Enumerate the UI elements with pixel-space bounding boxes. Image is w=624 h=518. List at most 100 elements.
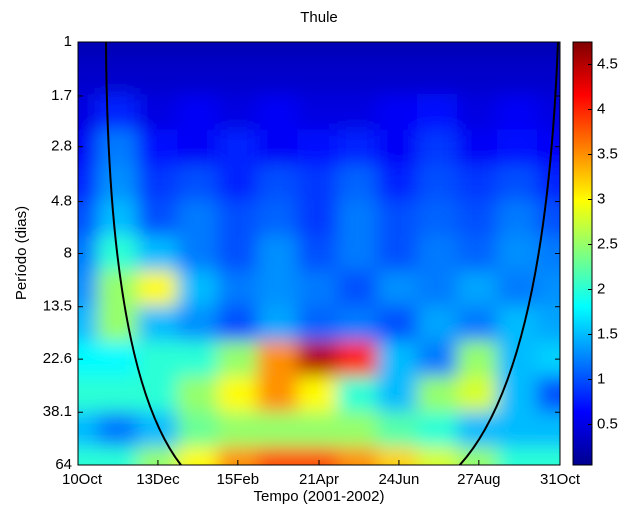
colorbar-tick-label: 0.5 bbox=[597, 415, 618, 432]
cell bbox=[137, 446, 179, 465]
cell bbox=[257, 376, 299, 413]
cell bbox=[97, 58, 139, 96]
y-tick-label: 1 bbox=[64, 33, 72, 50]
cell bbox=[97, 129, 139, 166]
cell bbox=[257, 270, 299, 307]
cell bbox=[257, 164, 299, 202]
x-tick-label: 31Oct bbox=[540, 471, 581, 488]
cell bbox=[257, 200, 299, 237]
cell bbox=[417, 164, 459, 202]
cell bbox=[177, 129, 219, 166]
cell bbox=[417, 200, 459, 237]
cell bbox=[497, 42, 539, 60]
cell bbox=[177, 200, 219, 237]
cell bbox=[78, 411, 99, 448]
colorbar-tick-label: 2.5 bbox=[597, 235, 618, 252]
cell bbox=[137, 305, 179, 343]
cell bbox=[377, 235, 419, 272]
cell bbox=[297, 42, 339, 60]
cell bbox=[337, 341, 379, 378]
cell bbox=[217, 270, 259, 307]
cell bbox=[377, 58, 419, 96]
cell bbox=[137, 270, 179, 307]
cell bbox=[177, 341, 219, 378]
y-tick-label: 8 bbox=[64, 244, 72, 261]
cell bbox=[497, 446, 539, 465]
cell bbox=[97, 200, 139, 237]
cell bbox=[177, 42, 219, 60]
cell bbox=[217, 94, 259, 131]
cell bbox=[337, 200, 379, 237]
cell bbox=[97, 341, 139, 378]
cell bbox=[78, 164, 99, 202]
cell bbox=[217, 42, 259, 60]
cell bbox=[78, 305, 99, 343]
cell bbox=[377, 42, 419, 60]
cell bbox=[417, 305, 459, 343]
cell bbox=[177, 94, 219, 131]
cell bbox=[137, 411, 179, 448]
colorbar-tick-label: 1 bbox=[597, 370, 605, 387]
cell bbox=[78, 129, 99, 166]
colorbar-tick-label: 3 bbox=[597, 190, 605, 207]
cell bbox=[457, 446, 499, 465]
cell bbox=[177, 411, 219, 448]
cell bbox=[497, 129, 539, 166]
cell bbox=[377, 164, 419, 202]
cell bbox=[457, 129, 499, 166]
cell bbox=[537, 42, 560, 60]
cell bbox=[417, 270, 459, 307]
x-tick-label: 24Jun bbox=[378, 471, 419, 488]
cell bbox=[257, 235, 299, 272]
cell bbox=[537, 94, 560, 131]
cell bbox=[497, 235, 539, 272]
cell bbox=[457, 376, 499, 413]
cell bbox=[457, 270, 499, 307]
cell bbox=[497, 376, 539, 413]
cell bbox=[537, 164, 560, 202]
cell bbox=[137, 129, 179, 166]
cell bbox=[97, 376, 139, 413]
cell bbox=[257, 94, 299, 131]
cell bbox=[377, 411, 419, 448]
cell bbox=[337, 58, 379, 96]
cell bbox=[257, 341, 299, 378]
cell bbox=[417, 446, 459, 465]
y-tick-label: 13.5 bbox=[43, 298, 72, 315]
colorbar-tick-label: 2 bbox=[597, 280, 605, 297]
cell bbox=[297, 446, 339, 465]
cell bbox=[137, 341, 179, 378]
cell bbox=[377, 446, 419, 465]
y-tick-label: 2.8 bbox=[51, 138, 72, 155]
cell bbox=[217, 235, 259, 272]
cell bbox=[217, 411, 259, 448]
cell bbox=[417, 42, 459, 60]
heatmap-cells bbox=[78, 42, 560, 465]
cell bbox=[217, 376, 259, 413]
cell bbox=[257, 411, 299, 448]
cell bbox=[137, 376, 179, 413]
cell bbox=[297, 341, 339, 378]
cell bbox=[497, 270, 539, 307]
cell bbox=[337, 376, 379, 413]
x-tick-label: 21Apr bbox=[299, 471, 339, 488]
cell bbox=[257, 58, 299, 96]
cell bbox=[257, 446, 299, 465]
cone-of-influence bbox=[105, 42, 559, 465]
cell bbox=[97, 270, 139, 307]
cell bbox=[537, 58, 560, 96]
cell bbox=[97, 42, 139, 60]
cell bbox=[137, 94, 179, 131]
cell bbox=[497, 94, 539, 131]
cell bbox=[337, 129, 379, 166]
cell bbox=[537, 341, 560, 378]
cell bbox=[457, 305, 499, 343]
y-tick-label: 38.1 bbox=[43, 403, 72, 420]
coi-right bbox=[458, 42, 559, 465]
chart-title: Thule bbox=[300, 9, 338, 26]
cell bbox=[337, 305, 379, 343]
cell bbox=[97, 446, 139, 465]
cell bbox=[78, 270, 99, 307]
cell bbox=[417, 94, 459, 131]
colorbar-tick-label: 1.5 bbox=[597, 325, 618, 342]
